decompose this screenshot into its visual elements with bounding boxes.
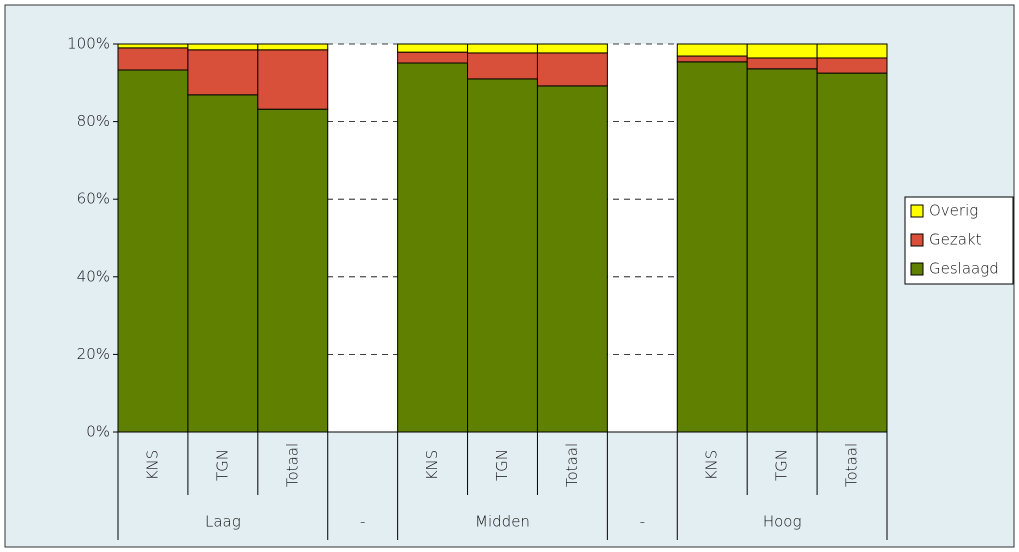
x-tick-label: Totaal: [843, 443, 861, 487]
bar-segment: [187, 49, 259, 96]
group-label: Hoog: [763, 513, 802, 531]
y-tick-label: 20%: [77, 345, 110, 363]
bar-segment: [117, 69, 189, 433]
bar-segment: [746, 43, 818, 59]
group-label: -: [640, 513, 645, 531]
y-tick-label: 100%: [67, 35, 110, 53]
bar-segment: [187, 43, 259, 51]
bar-segment: [467, 43, 538, 54]
bar-segment: [257, 43, 329, 51]
group-label: Laag: [205, 513, 241, 531]
bar-segment: [257, 108, 329, 433]
legend-swatch: [910, 262, 924, 276]
bar-segment: [746, 68, 818, 433]
y-tick-label: 0%: [86, 423, 110, 441]
legend-swatch: [910, 233, 924, 247]
bar-segment: [676, 43, 748, 57]
y-tick-label: 40%: [77, 267, 110, 285]
x-tick-label: KNS: [423, 450, 441, 481]
y-tick-label: 80%: [77, 112, 110, 130]
bar-segment: [397, 62, 469, 433]
bar-segment: [536, 85, 608, 433]
x-tick-label: TGN: [493, 449, 511, 481]
legend-swatch: [910, 204, 924, 218]
bar-segment: [117, 47, 189, 71]
bar-segment: [397, 51, 469, 64]
legend-label: Gezakt: [929, 231, 982, 249]
x-tick-label: Totaal: [563, 443, 581, 487]
bar-segment: [257, 49, 329, 110]
x-tick-label: KNS: [143, 450, 161, 481]
x-tick-label: TGN: [773, 449, 791, 481]
bar-segment: [816, 72, 888, 433]
bar-segment: [536, 52, 608, 87]
bar-segment: [467, 52, 538, 80]
legend-label: Overig: [929, 202, 978, 220]
y-tick-label: 60%: [77, 190, 110, 208]
bar-segment: [397, 43, 469, 53]
bar-segment: [746, 57, 818, 70]
group-label: -: [360, 513, 365, 531]
bar-segment: [816, 43, 888, 59]
x-tick-label: KNS: [703, 450, 721, 481]
x-tick-label: TGN: [213, 449, 231, 481]
bar-segment: [816, 57, 888, 74]
x-tick-label: Totaal: [283, 443, 301, 487]
legend-label: Geslaagd: [929, 260, 999, 278]
bar-segment: [467, 78, 538, 433]
bar-segment: [676, 55, 748, 63]
group-label: Midden: [475, 513, 530, 531]
bar-segment: [187, 94, 259, 433]
bar-segment: [117, 43, 189, 49]
bar-segment: [676, 61, 748, 433]
bar-segment: [536, 43, 608, 54]
